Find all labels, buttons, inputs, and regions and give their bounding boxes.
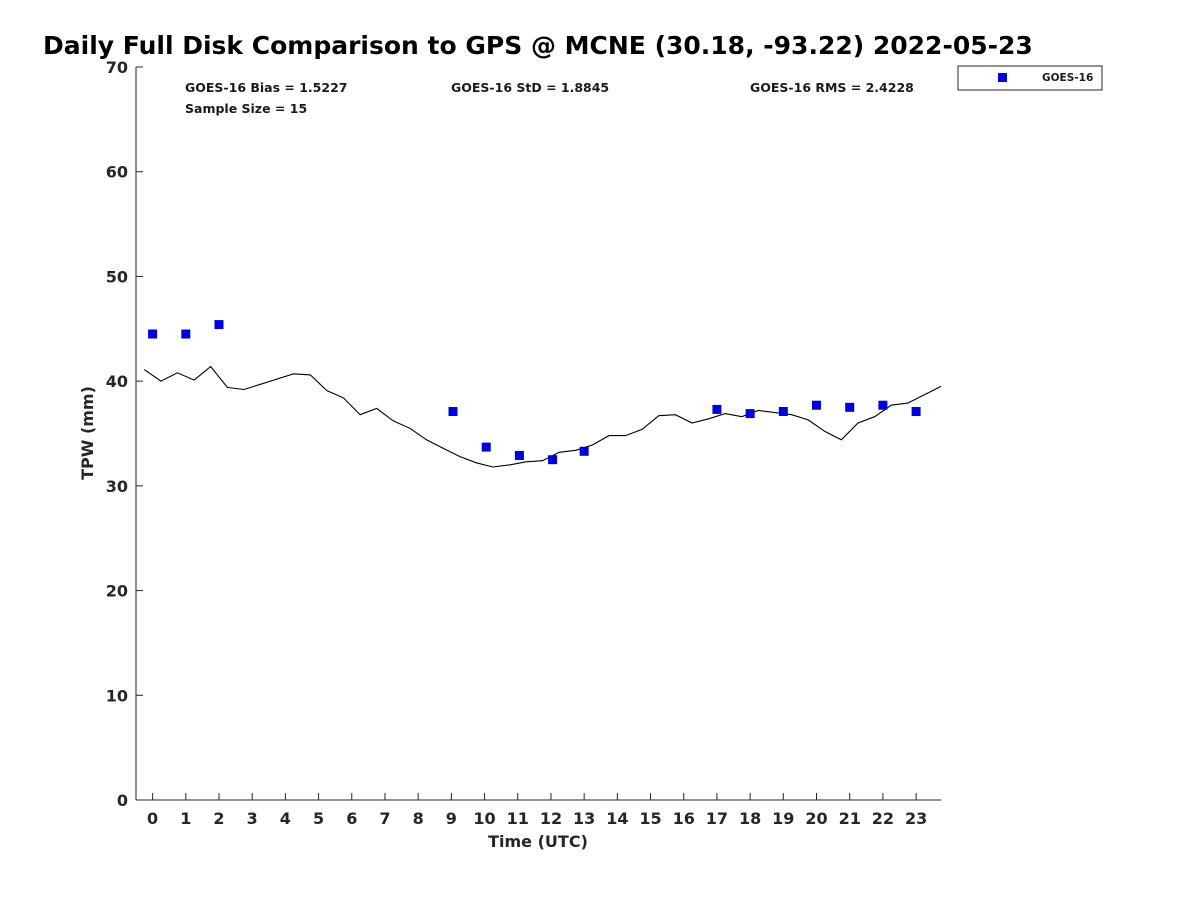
- y-tick-label: 20: [106, 582, 128, 601]
- goes-16-point: [745, 409, 755, 419]
- goes-16-point: [812, 400, 822, 410]
- x-tick-label: 23: [905, 809, 927, 828]
- x-tick-label: 0: [147, 809, 158, 828]
- y-tick-label: 50: [106, 267, 128, 286]
- x-tick-label: 12: [540, 809, 562, 828]
- goes-16-point: [778, 407, 788, 417]
- goes-16-point: [911, 407, 921, 417]
- x-tick-label: 4: [280, 809, 291, 828]
- series-layer: [143, 320, 942, 468]
- x-tick-label: 15: [639, 809, 661, 828]
- goes-16-point: [878, 400, 888, 410]
- x-tick-label: 2: [213, 809, 224, 828]
- x-axis-label: Time (UTC): [488, 832, 588, 851]
- goes-16-point: [214, 320, 224, 330]
- goes-16-point: [481, 442, 491, 452]
- x-tick-label: 5: [313, 809, 324, 828]
- legend: GOES-16: [957, 65, 1103, 91]
- goes-16-point: [448, 407, 458, 417]
- x-tick-label: 16: [673, 809, 695, 828]
- x-tick-label: 11: [507, 809, 529, 828]
- bias-stat: GOES-16 Bias = 1.5227: [185, 80, 347, 95]
- goes-16-point: [712, 404, 722, 414]
- x-tick-label: 18: [739, 809, 761, 828]
- x-tick-label: 6: [346, 809, 357, 828]
- y-axis-label: TPW (mm): [78, 386, 97, 480]
- legend-box: [957, 65, 1103, 91]
- x-ticks: 0 1 2 3 4 5 6 7 8 9 10 11 12 13 14 15 16 17 18 19 20 21 22 23: [147, 793, 927, 828]
- goes-16-point: [514, 450, 524, 460]
- x-tick-label: 14: [606, 809, 628, 828]
- x-tick-label: 21: [839, 809, 861, 828]
- y-ticks: 0 10 20 30 40 50 60 70: [106, 58, 143, 810]
- sample-size-stat: Sample Size = 15: [185, 101, 307, 116]
- y-tick-label: 10: [106, 686, 128, 705]
- x-tick-label: 17: [706, 809, 728, 828]
- goes-16-point: [579, 446, 589, 456]
- y-tick-label: 60: [106, 163, 128, 182]
- y-tick-label: 30: [106, 477, 128, 496]
- std-stat: GOES-16 StD = 1.8845: [451, 80, 609, 95]
- x-tick-label: 20: [805, 809, 827, 828]
- goes-16-point: [148, 329, 158, 339]
- x-tick-label: 10: [473, 809, 495, 828]
- x-tick-label: 7: [379, 809, 390, 828]
- rms-stat: GOES-16 RMS = 2.4228: [750, 80, 914, 95]
- y-tick-label: 40: [106, 372, 128, 391]
- y-tick-label: 0: [117, 791, 128, 810]
- goes-16-point: [548, 455, 558, 465]
- x-tick-label: 3: [247, 809, 258, 828]
- y-tick-label: 70: [106, 58, 128, 77]
- x-tick-label: 13: [573, 809, 595, 828]
- x-tick-label: 8: [413, 809, 424, 828]
- x-tick-label: 1: [180, 809, 191, 828]
- goes-16-point: [845, 402, 855, 412]
- x-tick-label: 19: [772, 809, 794, 828]
- x-tick-label: 22: [872, 809, 894, 828]
- chart-title: Daily Full Disk Comparison to GPS @ MCNE…: [43, 31, 1033, 60]
- goes-16-point: [181, 329, 191, 339]
- legend-label-goes-16: GOES-16: [1042, 72, 1093, 84]
- x-tick-label: 9: [446, 809, 457, 828]
- legend-marker-goes-16: [998, 73, 1007, 82]
- reference-line: [143, 365, 942, 468]
